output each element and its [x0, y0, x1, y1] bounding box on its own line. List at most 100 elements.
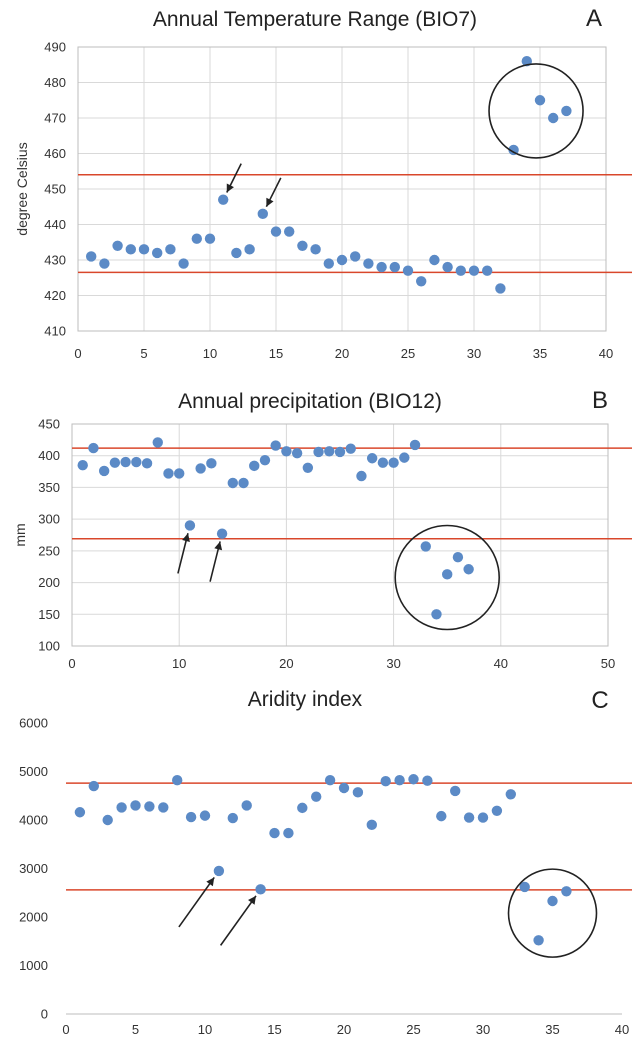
x-tick-label: 20	[337, 1022, 351, 1037]
data-point	[77, 460, 88, 471]
data-point	[310, 244, 321, 255]
data-point	[377, 457, 389, 468]
x-tick-label: 0	[68, 656, 75, 671]
y-tick-label: 2000	[19, 910, 48, 925]
data-point	[185, 811, 197, 823]
y-tick-label: 410	[44, 324, 66, 339]
data-point	[561, 886, 572, 897]
data-point	[336, 254, 348, 266]
y-tick-label: 470	[44, 111, 66, 126]
data-point	[408, 774, 419, 785]
data-point	[468, 265, 480, 276]
x-tick-label: 15	[269, 346, 283, 361]
outlier-circle	[488, 63, 584, 159]
x-tick-label: 0	[74, 346, 81, 361]
data-point	[238, 477, 249, 489]
data-point	[163, 468, 174, 479]
data-point	[402, 265, 414, 276]
x-tick-label: 5	[132, 1022, 139, 1037]
data-point	[270, 226, 282, 237]
data-point	[389, 261, 400, 273]
data-point	[422, 775, 433, 786]
data-point	[218, 194, 229, 205]
data-point	[442, 569, 453, 580]
arrow-line	[219, 895, 257, 946]
data-point	[334, 446, 346, 458]
data-point	[431, 609, 442, 620]
data-point	[548, 112, 559, 124]
data-point	[291, 447, 303, 459]
x-tick-label: 25	[401, 346, 415, 361]
x-tick-label: 25	[406, 1022, 420, 1037]
data-point	[165, 244, 176, 255]
data-point	[152, 247, 163, 259]
data-point	[269, 827, 280, 839]
data-point	[345, 443, 356, 454]
x-tick-label: 40	[494, 656, 508, 671]
x-tick-label: 30	[476, 1022, 490, 1037]
y-tick-label: 460	[44, 146, 66, 161]
data-point	[463, 564, 474, 575]
data-point	[394, 775, 405, 786]
x-tick-label: 35	[545, 1022, 559, 1037]
data-point	[102, 814, 113, 826]
data-point	[508, 144, 519, 156]
data-point	[399, 452, 410, 463]
data-point	[227, 812, 238, 824]
y-tick-label: 100	[38, 639, 60, 654]
data-point	[125, 244, 136, 255]
plot-frame	[77, 46, 607, 332]
panel-letter: A	[586, 5, 602, 32]
data-point	[352, 787, 364, 798]
data-point	[178, 258, 189, 269]
data-point	[284, 226, 295, 237]
chart-title: Annual Temperature Range (BIO7)	[153, 8, 477, 31]
data-point	[420, 541, 431, 552]
x-tick-label: 15	[267, 1022, 281, 1037]
y-tick-label: 490	[44, 40, 66, 55]
x-tick-label: 20	[335, 346, 349, 361]
x-tick-label: 10	[172, 656, 186, 671]
data-point	[249, 460, 260, 472]
data-point	[380, 776, 391, 787]
y-tick-label: 6000	[19, 716, 48, 731]
panel-letter: B	[592, 387, 608, 414]
x-tick-label: 20	[279, 656, 293, 671]
data-point	[350, 251, 361, 262]
data-point	[172, 775, 183, 786]
data-point	[297, 802, 308, 814]
arrow-head	[214, 541, 223, 551]
data-point	[388, 457, 399, 468]
data-point	[244, 244, 255, 255]
data-point	[131, 456, 142, 468]
data-point	[213, 865, 225, 877]
x-tick-label: 50	[601, 656, 615, 671]
data-point	[112, 240, 123, 251]
y-tick-label: 300	[38, 512, 60, 527]
y-axis-label: degree Celsius	[14, 142, 30, 235]
data-point	[376, 261, 387, 273]
data-point	[255, 884, 266, 895]
data-point	[547, 895, 558, 907]
data-point	[138, 244, 150, 255]
y-tick-label: 480	[44, 75, 66, 90]
panel-letter: C	[591, 687, 608, 714]
data-point	[482, 265, 493, 276]
data-point	[195, 463, 206, 474]
data-point	[356, 470, 367, 482]
data-point	[216, 528, 228, 539]
data-point	[116, 802, 127, 813]
x-tick-label: 40	[615, 1022, 629, 1037]
data-point	[158, 802, 169, 813]
data-point	[366, 453, 378, 464]
panel-a: Annual Temperature Range (BIO7) A 0 5 10 15 20…	[14, 5, 632, 361]
plot-frame	[71, 423, 609, 647]
data-point	[409, 439, 421, 451]
y-tick-label: 0	[41, 1007, 48, 1022]
x-tick-label: 0	[62, 1022, 69, 1037]
x-tick-label: 10	[198, 1022, 212, 1037]
y-tick-label: 250	[38, 543, 60, 558]
y-tick-label: 430	[44, 253, 66, 268]
data-point	[534, 95, 546, 106]
